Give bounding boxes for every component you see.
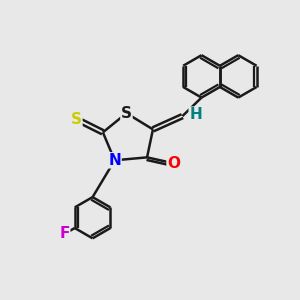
Text: H: H	[189, 107, 202, 122]
Text: S: S	[121, 106, 132, 121]
Text: O: O	[167, 156, 180, 171]
Text: S: S	[71, 112, 82, 127]
Text: F: F	[59, 226, 70, 242]
Text: N: N	[108, 153, 121, 168]
